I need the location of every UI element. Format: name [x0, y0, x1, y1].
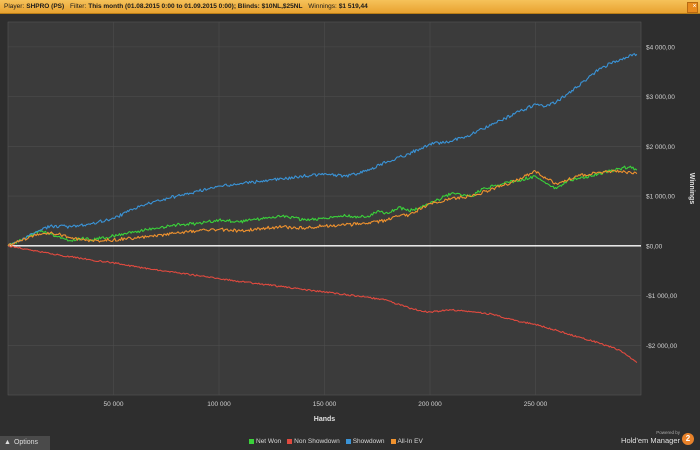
brand-number-badge: 2: [682, 433, 694, 445]
legend-swatch-non-showdown: [287, 438, 293, 444]
y-axis-ticks: -$2 000,00 -$1 000,00 $0,00 $1 000,00 $2 000…: [646, 44, 677, 349]
brand-logo: Powered by Hold'em Manager 2: [604, 430, 694, 448]
x-axis-ticks: 50 000 100 000 150 000 200 000 250 000: [104, 401, 548, 408]
filter-value: This month (01.08.2015 0:00 to 01.09.201…: [88, 3, 303, 10]
legend-swatch-all-in-ev: [390, 438, 396, 444]
options-button[interactable]: ▲ Options: [0, 436, 50, 450]
series-line-net-won: [7, 165, 638, 247]
grid: [8, 22, 641, 395]
y-tick-label-6: $4 000,00: [646, 44, 675, 51]
winnings-label: Winnings:: [308, 3, 337, 10]
y-axis-label: Winnings: [688, 173, 695, 205]
legend-item-net-won[interactable]: Net Won: [249, 438, 281, 445]
series-line-non-showdown: [7, 245, 638, 364]
triangle-up-icon: ▲: [4, 439, 11, 446]
options-label: Options: [13, 439, 39, 446]
x-tick-label-1: 100 000: [207, 401, 231, 408]
legend-item-all-in-ev[interactable]: All-In EV: [390, 438, 423, 445]
close-icon: ×: [692, 3, 697, 10]
legend-item-non-showdown[interactable]: Non Showdown: [287, 438, 340, 445]
legend-label-net-won: Net Won: [256, 438, 282, 445]
close-button[interactable]: ×: [687, 2, 698, 13]
series-line-showdown: [7, 53, 638, 247]
player-label: Player:: [4, 3, 25, 10]
x-tick-label-4: 250 000: [524, 401, 548, 408]
legend-label-all-in-ev: All-In EV: [397, 438, 423, 445]
x-tick-label-3: 200 000: [418, 401, 442, 408]
legend-label-non-showdown: Non Showdown: [294, 438, 340, 445]
filter-header: Player: SHPRO (PS) Filter: This month (01.…: [0, 0, 700, 14]
legend-label-showdown: Showdown: [352, 438, 385, 445]
series-group: [7, 53, 638, 364]
series-line-all-in-ev: [7, 169, 638, 247]
player-value: SHPRO (PS): [26, 3, 65, 10]
winnings-chart[interactable]: 50 000 100 000 150 000 200 000 250 000 -$2 0…: [0, 14, 700, 436]
y-tick-label-2: $0,00: [646, 243, 663, 250]
legend: Net Won Non Showdown Showdown All-In EV: [249, 438, 429, 448]
x-tick-label-0: 50 000: [104, 401, 124, 408]
brand-name: Hold'em Manager: [621, 436, 680, 445]
winnings-value: $1 519,44: [338, 3, 368, 10]
y-tick-label-1: -$1 000,00: [646, 293, 677, 300]
legend-swatch-net-won: [249, 438, 254, 444]
x-tick-label-2: 150 000: [313, 401, 337, 408]
y-tick-label-4: $2 000,00: [646, 144, 675, 151]
y-tick-label-3: $1 000,00: [646, 194, 675, 201]
y-tick-label-0: -$2 000,00: [646, 343, 677, 350]
legend-item-showdown[interactable]: Showdown: [345, 438, 385, 445]
legend-swatch-showdown: [345, 438, 351, 444]
y-tick-label-5: $3 000,00: [646, 94, 675, 101]
filter-label: Filter:: [69, 3, 87, 10]
powered-by-label: Powered by: [656, 430, 680, 435]
x-axis-label: Hands: [314, 416, 336, 423]
